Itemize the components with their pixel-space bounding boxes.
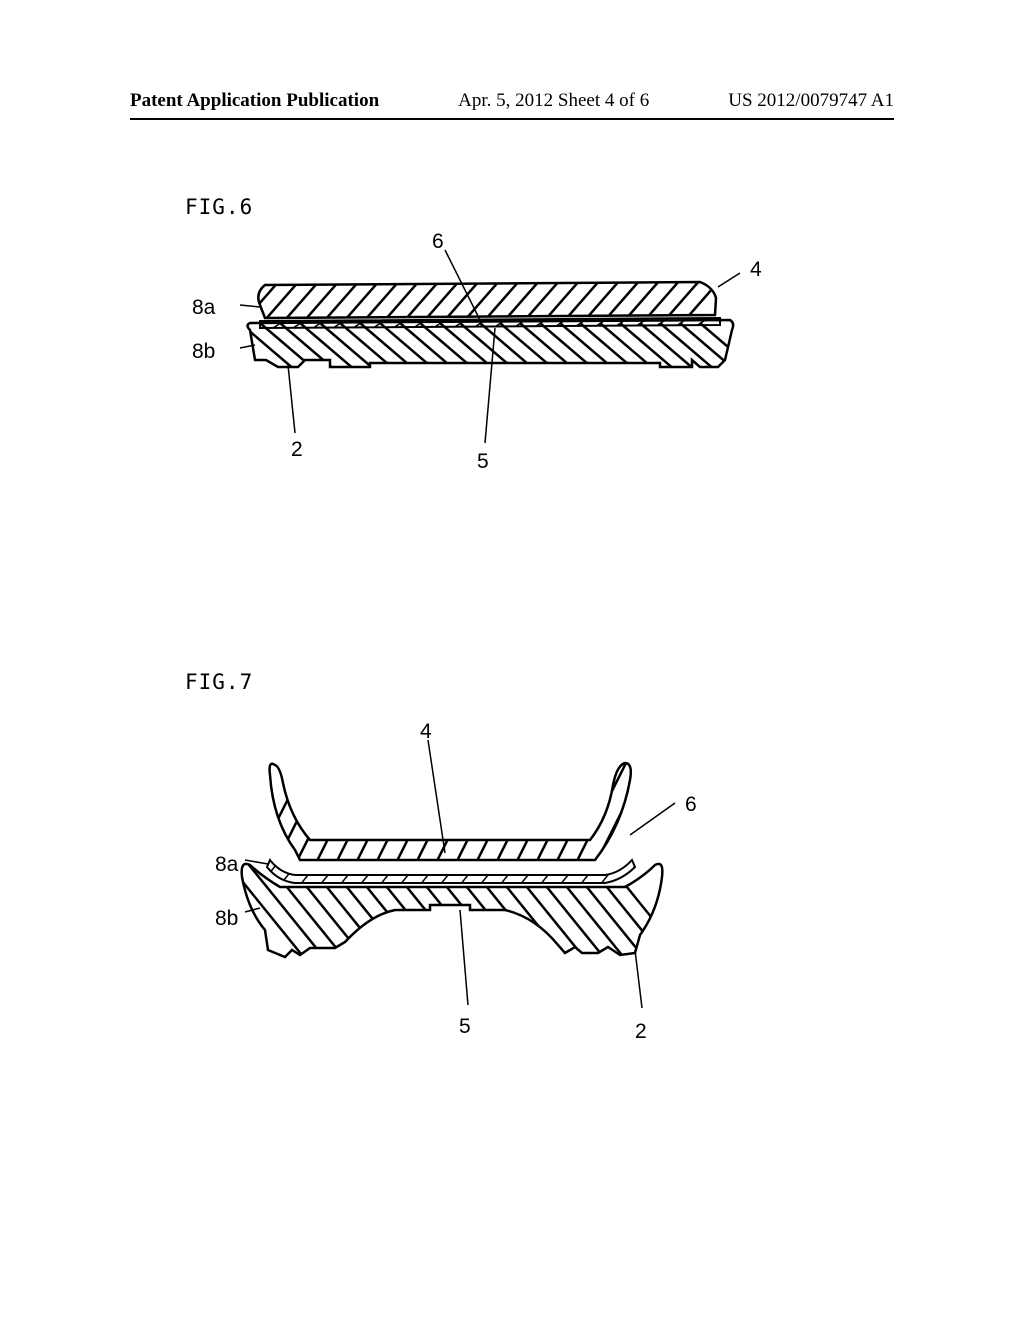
fig7-ref-4: 4 xyxy=(420,720,432,744)
header-patent-number: US 2012/0079747 A1 xyxy=(728,90,894,112)
fig6-ref-2: 2 xyxy=(291,438,303,462)
fig7-drawing xyxy=(170,705,850,1085)
fig6-ref-6: 6 xyxy=(432,230,444,254)
fig7-ref-2: 2 xyxy=(635,1020,647,1044)
fig6-svg xyxy=(170,225,850,555)
fig6-ref-8b: 8b xyxy=(192,340,215,364)
fig7-label: FIG.7 xyxy=(185,670,253,694)
fig7-ref-8b: 8b xyxy=(215,907,238,931)
header-publication: Patent Application Publication xyxy=(130,90,379,112)
fig7-svg xyxy=(170,705,850,1085)
fig6-ref-8a: 8a xyxy=(192,296,215,320)
fig6-ref-5: 5 xyxy=(477,450,489,474)
fig7-ref-6: 6 xyxy=(685,793,697,817)
fig6-ref-4: 4 xyxy=(750,258,762,282)
fig7-ref-5: 5 xyxy=(459,1015,471,1039)
fig6-drawing xyxy=(170,225,850,555)
fig7-ref-8a: 8a xyxy=(215,853,238,877)
fig6-label: FIG.6 xyxy=(185,195,253,219)
patent-header: Patent Application Publication Apr. 5, 2… xyxy=(0,90,1024,112)
header-divider xyxy=(130,118,894,120)
header-date-sheet: Apr. 5, 2012 Sheet 4 of 6 xyxy=(458,90,649,112)
